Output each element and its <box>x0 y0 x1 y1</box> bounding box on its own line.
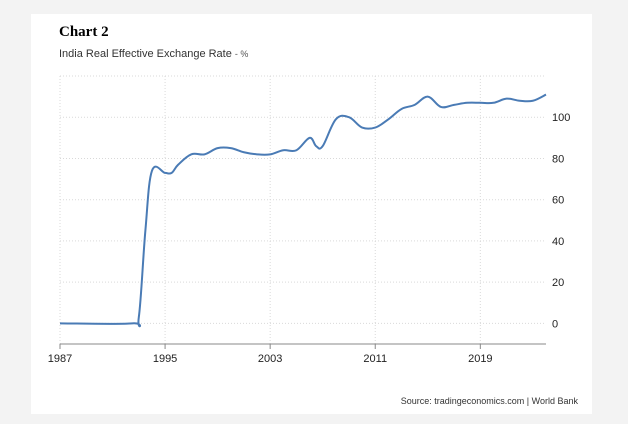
chart-title: India Real Effective Exchange Rate - % <box>59 48 248 60</box>
chart-unit: - % <box>234 49 249 59</box>
x-tick-label: 2003 <box>258 353 282 365</box>
y-tick-label: 80 <box>552 153 564 165</box>
y-tick-label: 40 <box>552 236 564 248</box>
y-tick-label: 100 <box>552 112 570 124</box>
axes <box>59 343 546 349</box>
y-tick-labels: 0 20 40 60 80 100 <box>552 112 570 330</box>
grid-lines <box>59 75 546 344</box>
y-tick-label: 0 <box>552 318 558 330</box>
x-tick-label: 1995 <box>153 353 177 365</box>
chart-heading: Chart 2 <box>59 24 109 40</box>
series-line <box>59 93 547 328</box>
x-tick-label: 1987 <box>48 353 72 365</box>
series-layer <box>59 93 547 328</box>
y-tick-label: 20 <box>552 277 564 289</box>
source-note: Source: tradingeconomics.com | World Ban… <box>400 396 578 406</box>
chart-card <box>31 14 592 414</box>
x-tick-labels: 1987 1995 2003 2011 2019 <box>48 353 493 365</box>
y-tick-label: 60 <box>552 195 564 207</box>
chart-title-text: India Real Effective Exchange Rate <box>59 48 232 60</box>
x-tick-label: 2011 <box>363 353 387 365</box>
x-tick-label: 2019 <box>468 353 492 365</box>
